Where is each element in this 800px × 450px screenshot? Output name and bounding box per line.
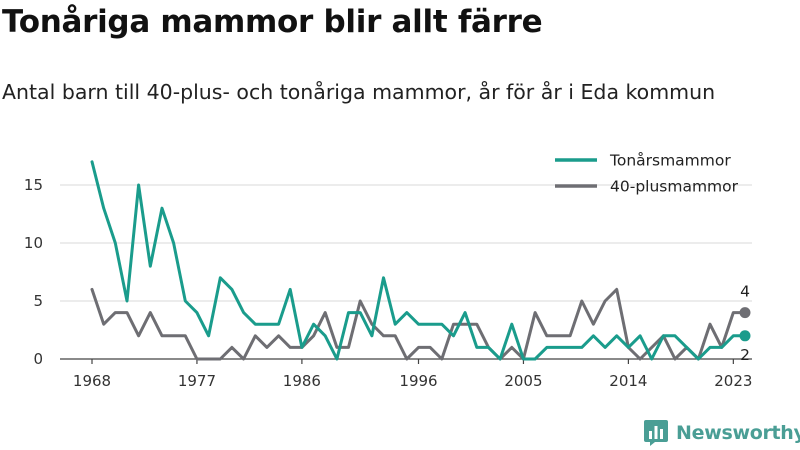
series-lines: 24 bbox=[90, 160, 751, 364]
x-tick-label: 2014 bbox=[609, 372, 647, 390]
y-tick-label: 0 bbox=[33, 350, 43, 368]
legend: Tonårsmammor 40-plusmammor bbox=[555, 152, 739, 196]
series-end-point bbox=[739, 330, 751, 342]
x-tick-label: 1977 bbox=[178, 372, 216, 390]
series-line-tonarsmammor bbox=[90, 160, 747, 361]
series-end-label: 2 bbox=[740, 346, 750, 364]
x-tick-label: 1996 bbox=[399, 372, 437, 390]
axes: 0 5 10 15 1968 1977 1986 1996 2005 2014 2023 bbox=[24, 176, 753, 390]
series-end-label: 4 bbox=[740, 283, 750, 301]
y-tick-label: 15 bbox=[24, 176, 43, 194]
x-tick-label: 1986 bbox=[283, 372, 321, 390]
chart-subtitle: Antal barn till 40-plus- och tonåriga ma… bbox=[2, 80, 716, 104]
gridlines bbox=[60, 184, 752, 302]
newsworthy-logo: Newsworthy bbox=[644, 420, 800, 446]
bar-chart-logo-icon bbox=[644, 420, 668, 446]
series-end-point bbox=[739, 307, 751, 319]
chart-title: Tonåriga mammor blir allt färre bbox=[2, 4, 543, 40]
legend-label: Tonårsmammor bbox=[609, 152, 731, 170]
y-tick-label: 10 bbox=[24, 234, 43, 252]
legend-label: 40-plusmammor bbox=[610, 178, 739, 196]
brand-name: Newsworthy bbox=[676, 422, 800, 444]
series-line-plusmammor bbox=[90, 287, 747, 361]
y-tick-label: 5 bbox=[33, 292, 43, 310]
x-tick-label: 2023 bbox=[714, 372, 752, 390]
x-tick-label: 1968 bbox=[73, 372, 111, 390]
x-tick-label: 2005 bbox=[504, 372, 542, 390]
